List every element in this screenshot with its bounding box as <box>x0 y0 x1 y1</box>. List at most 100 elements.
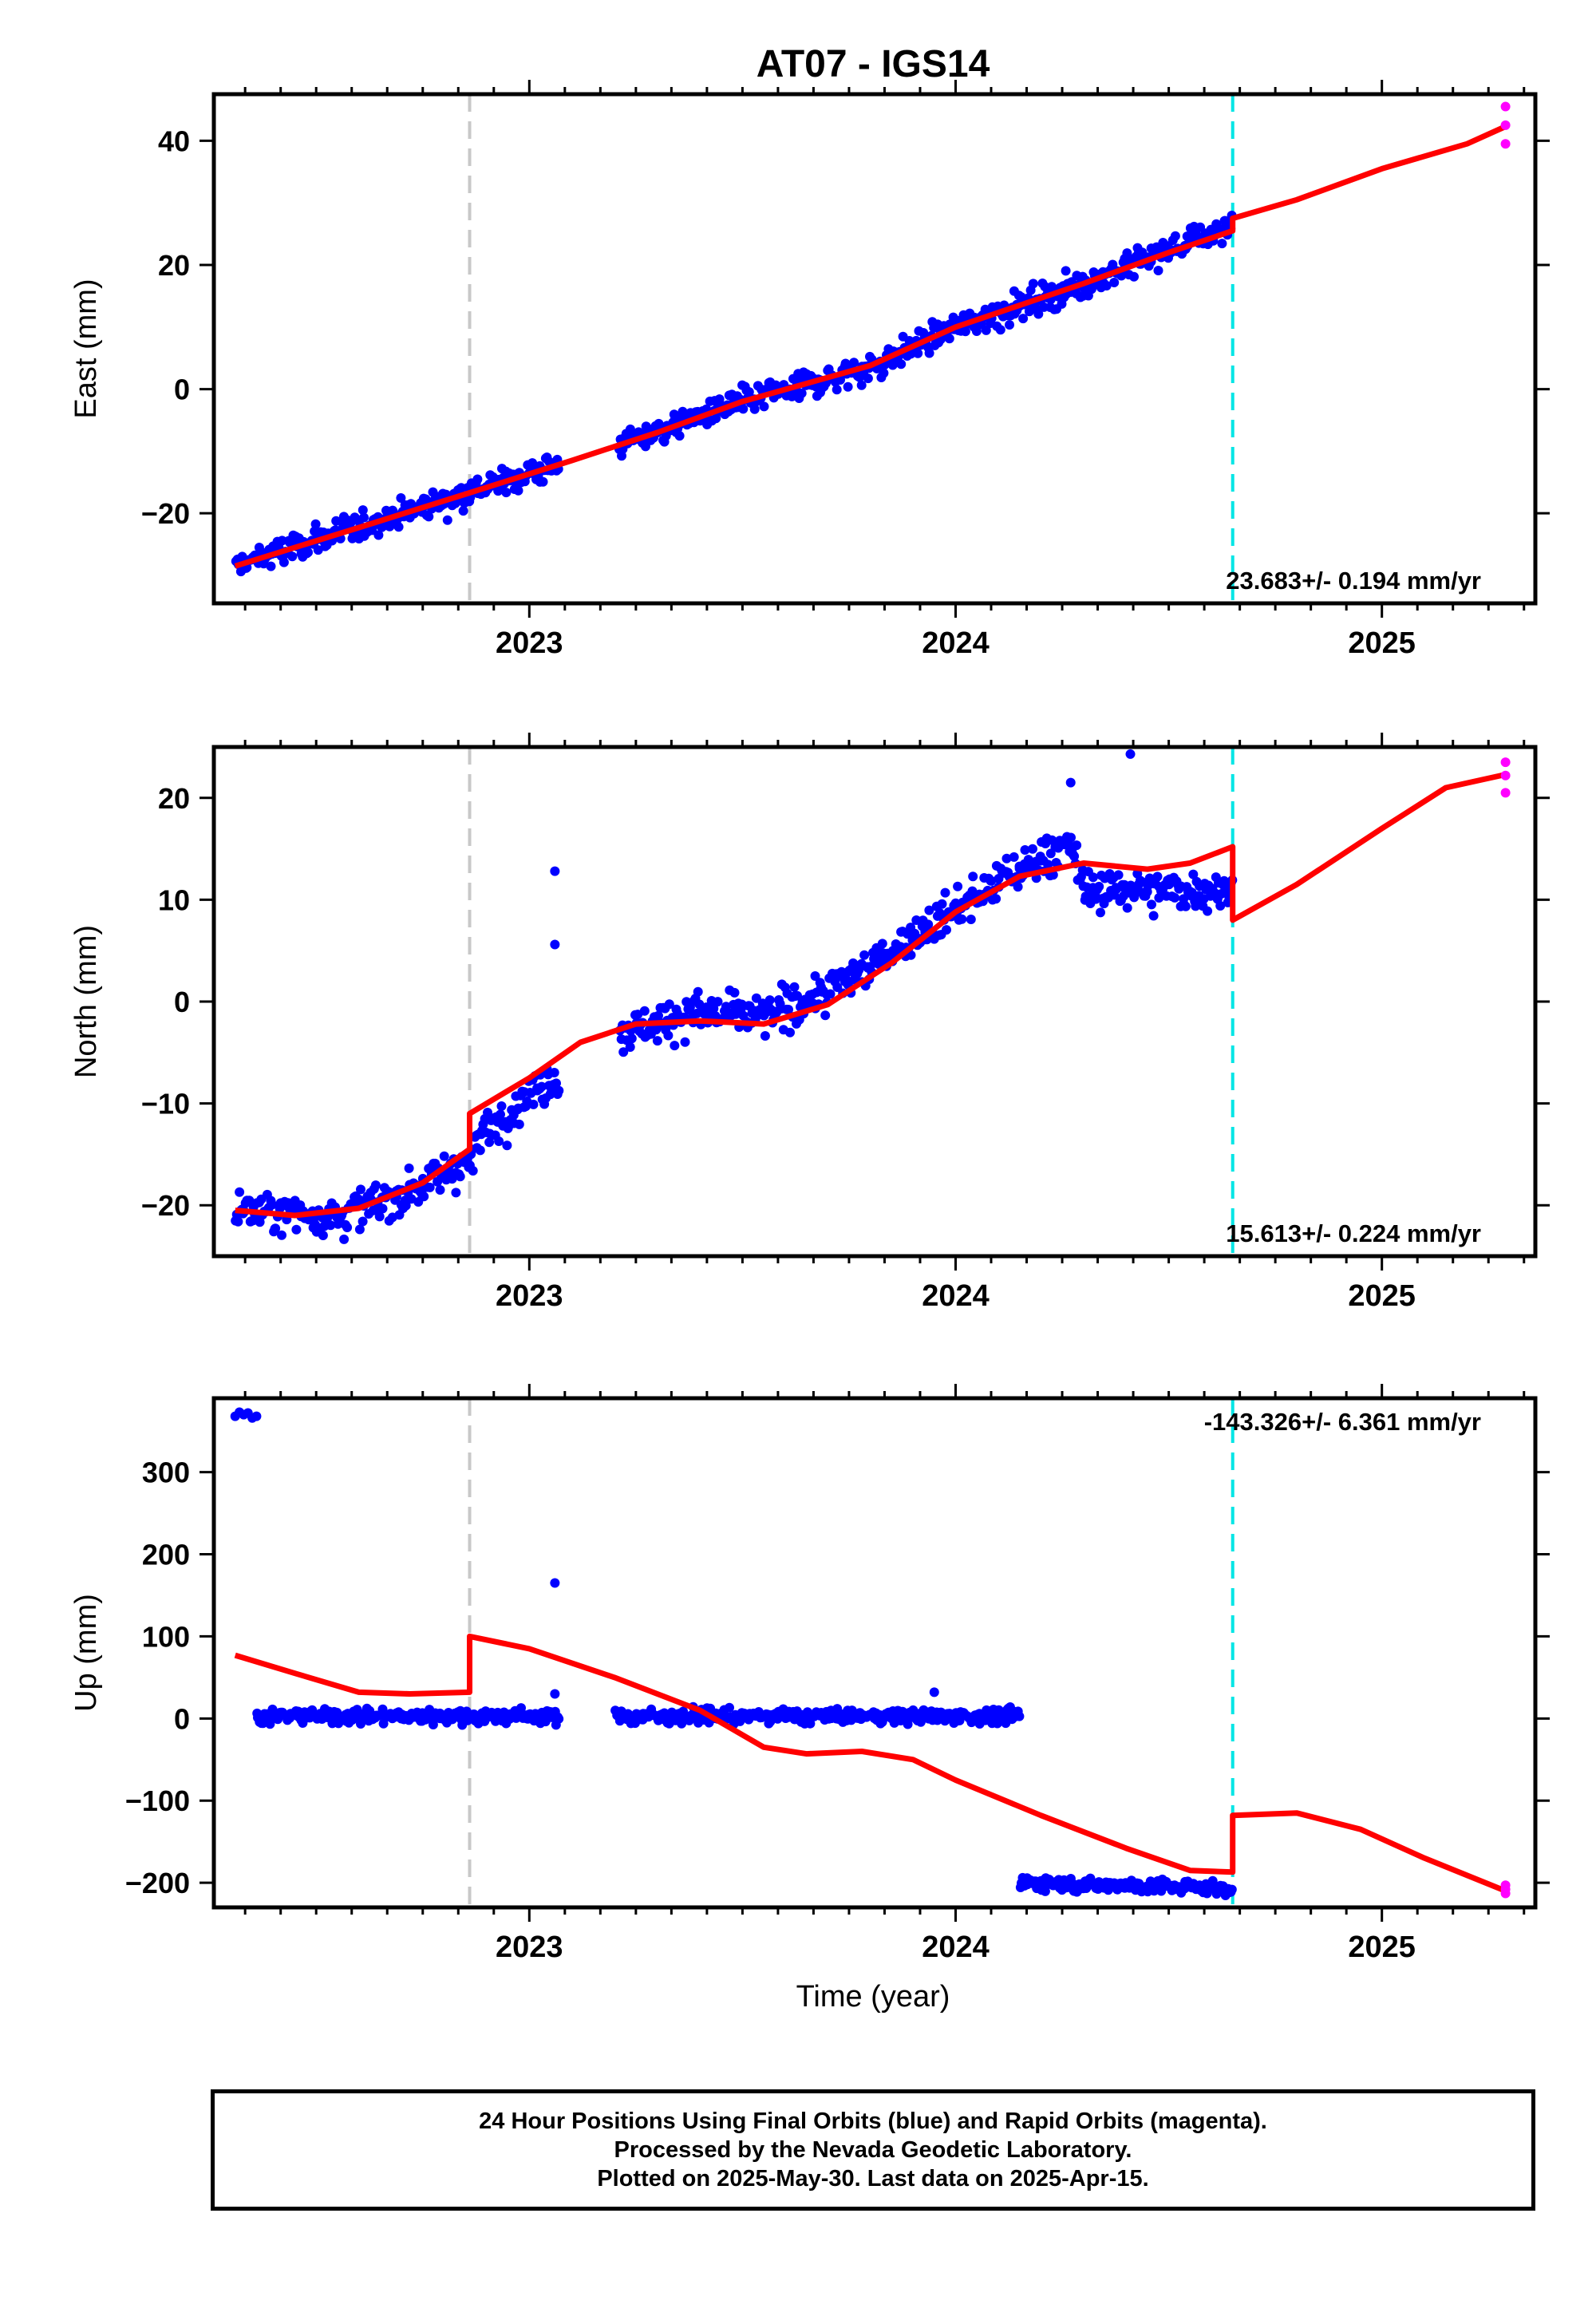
final-orbit-point <box>942 925 951 935</box>
final-orbit-point <box>538 476 548 487</box>
final-orbit-point <box>496 1101 507 1111</box>
final-orbit-point <box>859 950 870 960</box>
rapid-orbit-point <box>1500 101 1511 112</box>
final-orbit-point <box>995 325 1005 335</box>
final-orbit-point <box>326 1220 336 1231</box>
final-orbit-point <box>1113 870 1124 880</box>
final-orbit-point <box>356 1184 365 1195</box>
y-tick-label: 20 <box>158 249 190 282</box>
final-orbit-point <box>784 1005 793 1014</box>
y-tick-label: 200 <box>142 1539 190 1571</box>
final-orbit-point <box>856 380 867 390</box>
final-orbit-point <box>904 336 915 346</box>
rapid-orbit-point <box>1500 139 1511 149</box>
panel-north: −20 −10 0 10 20 2023 2024 2025 North (mm) 15.613+… <box>69 733 1550 1313</box>
final-orbit-point <box>483 1108 492 1117</box>
y-tick-label: 20 <box>158 782 190 815</box>
x-tick-label: 2025 <box>1348 626 1416 660</box>
caption-line-1: 24 Hour Positions Using Final Orbits (bl… <box>479 2109 1267 2134</box>
caption-box: 24 Hour Positions Using Final Orbits (bl… <box>211 2089 1535 2211</box>
rapid-orbit-point <box>1500 788 1511 798</box>
final-orbit-point <box>639 1006 650 1016</box>
final-orbit-point <box>863 373 873 384</box>
final-orbit-point <box>1005 320 1014 330</box>
final-orbit-point <box>680 1037 690 1047</box>
final-orbit-point <box>729 987 740 998</box>
rapid-orbit-point <box>1500 770 1511 781</box>
final-orbit-point <box>960 326 970 337</box>
final-orbit-point <box>957 914 967 924</box>
final-orbit-point <box>664 999 674 1010</box>
final-orbit-point <box>981 325 991 335</box>
plot-area <box>231 747 1511 1256</box>
final-orbit-point <box>966 915 976 924</box>
final-orbit-point <box>937 899 947 909</box>
final-orbit-point <box>373 530 384 540</box>
final-orbit-point <box>358 1216 368 1227</box>
final-orbit-point <box>451 1188 461 1198</box>
final-orbit-point <box>820 1010 831 1021</box>
final-orbit-point <box>1028 844 1037 854</box>
x-axis-label: Time (year) <box>796 1980 950 2014</box>
final-orbit-point <box>849 358 859 368</box>
final-orbit-point <box>551 1078 561 1089</box>
final-orbit-point <box>713 997 723 1007</box>
final-orbit-point <box>550 866 560 876</box>
rate-label: 15.613+/- 0.224 mm/yr <box>1226 1219 1481 1247</box>
final-orbit-point <box>318 1231 328 1240</box>
final-orbit-point <box>923 919 934 930</box>
final-orbit-point <box>513 485 523 496</box>
final-orbit-point <box>1091 894 1101 904</box>
final-orbit-point <box>1227 1884 1237 1895</box>
final-orbit-point <box>442 515 452 525</box>
final-orbit-point <box>789 982 800 992</box>
final-orbit-point <box>549 1068 559 1077</box>
x-tick-label: 2023 <box>496 1931 563 1964</box>
final-orbit-point <box>693 986 703 997</box>
final-orbit-point <box>279 557 289 567</box>
final-orbit-point <box>1014 1711 1025 1721</box>
final-orbit-point <box>374 1211 385 1222</box>
rapid-orbit-point <box>1500 757 1511 768</box>
final-orbit-point <box>663 1030 674 1041</box>
final-orbit-point <box>439 1151 449 1161</box>
final-orbit-point <box>625 1042 635 1052</box>
final-orbit-point <box>953 881 963 891</box>
final-orbit-point <box>929 1687 939 1697</box>
final-orbit-point <box>1088 872 1098 883</box>
final-orbit-point <box>359 512 369 523</box>
x-tick-label: 2023 <box>496 626 563 660</box>
final-orbit-point <box>1153 266 1163 275</box>
final-orbit-point <box>618 1047 629 1057</box>
final-orbit-point <box>235 1187 245 1197</box>
final-orbit-point <box>877 939 887 949</box>
final-orbit-point <box>1066 832 1076 843</box>
final-orbit-point <box>1101 281 1112 290</box>
rapid-orbit-point <box>1500 1888 1511 1899</box>
final-orbit-point <box>843 381 853 392</box>
final-orbit-point <box>1020 845 1030 855</box>
final-orbit-point <box>940 887 950 898</box>
final-orbit-point <box>472 474 483 484</box>
final-orbit-point <box>501 488 512 498</box>
final-orbit-point <box>751 993 761 1003</box>
final-orbit-point <box>266 561 276 571</box>
final-orbit-point <box>887 360 898 370</box>
x-tick-label: 2023 <box>496 1279 563 1313</box>
final-orbit-point <box>339 1234 350 1244</box>
final-orbit-point <box>1203 906 1213 916</box>
y-tick-label: −10 <box>141 1088 190 1120</box>
final-orbit-point <box>1125 749 1136 759</box>
caption-line-2: Processed by the Nevada Geodetic Laborat… <box>614 2137 1132 2163</box>
final-orbit-point <box>370 1180 381 1191</box>
final-orbit-point <box>1170 892 1180 903</box>
plot-frame <box>211 92 1538 606</box>
y-tick-label: −100 <box>125 1784 190 1817</box>
final-orbit-point <box>265 1719 275 1729</box>
final-orbit-point <box>1028 279 1038 289</box>
model-line <box>235 772 1507 1219</box>
final-orbit-point <box>550 939 560 950</box>
final-orbit-point <box>1122 903 1132 913</box>
y-tick-label: 0 <box>174 986 190 1018</box>
final-orbit-point <box>484 1137 495 1148</box>
